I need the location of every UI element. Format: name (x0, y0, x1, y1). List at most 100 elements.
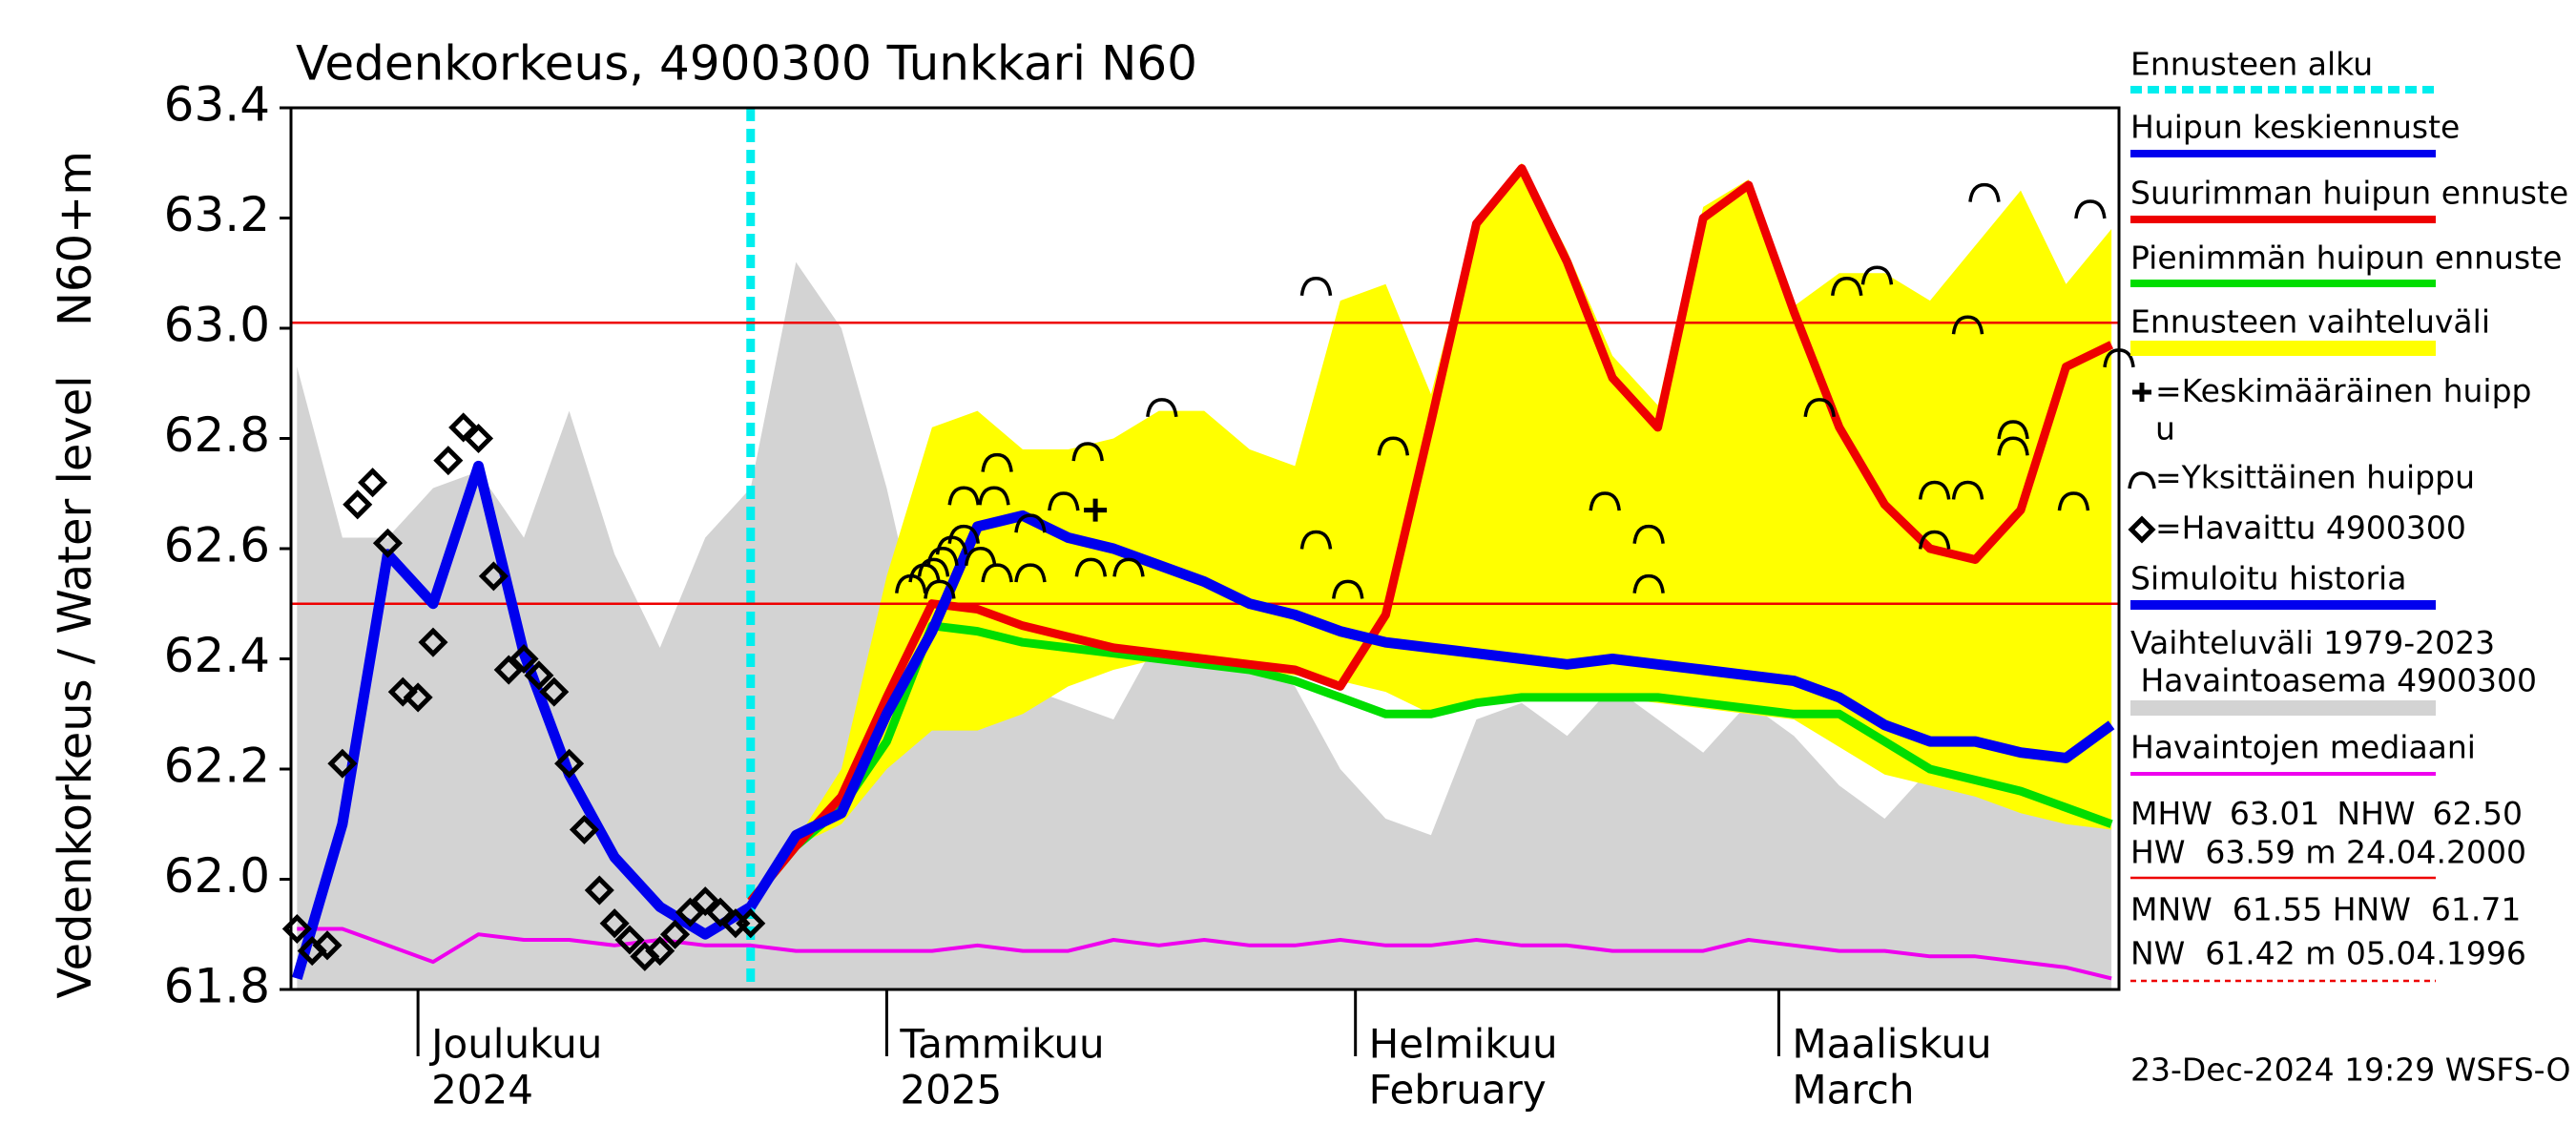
y-tick-label: 63.2 (164, 187, 270, 242)
observed-point (736, 908, 766, 939)
peak-marker (1632, 573, 1665, 593)
legend-label: Pienimmän huipun ennuste (2130, 239, 2562, 277)
x-tick-sublabel: March (1792, 1067, 1914, 1114)
series-line (746, 510, 2115, 910)
peak-marker (1803, 398, 1836, 418)
peak-marker (1632, 524, 1665, 544)
peak-marker (1997, 436, 2029, 456)
peak-marker (2057, 491, 2090, 511)
peak-marker (1918, 530, 1951, 550)
series-line (292, 460, 754, 980)
y-tick-label: 62.4 (164, 628, 270, 683)
peak-marker (924, 579, 956, 599)
peak-marker (1048, 491, 1080, 511)
observed-point (387, 677, 418, 707)
reference-stats: MHW 63.01 NHW 62.50 (2130, 795, 2523, 832)
observed-point (343, 489, 373, 520)
observed-point (327, 748, 358, 779)
y-tick-label: 63.0 (164, 298, 270, 353)
series-line (747, 164, 2114, 905)
observed-point (539, 677, 570, 707)
observed-point (433, 446, 464, 476)
peak-marker (1299, 277, 1333, 297)
stat-line: MNW 61.55 HNW 61.71 (2130, 891, 2521, 928)
legend-label: Ennusteen alku (2130, 46, 2373, 83)
x-tick-sublabel: 2025 (900, 1067, 1002, 1114)
x-tick-label: Tammikuu (899, 1021, 1104, 1068)
stat-part: 63.01 (2230, 795, 2319, 832)
series-line (747, 621, 2113, 905)
peak-marker (1074, 557, 1108, 577)
observed-point (554, 748, 585, 779)
peak-marker (981, 452, 1013, 472)
observed-point (418, 627, 448, 657)
observed-point (478, 561, 509, 592)
peak-marker (947, 486, 980, 506)
peak-marker (1589, 491, 1621, 511)
legend-label: Suurimman huipun ennuste (2130, 175, 2568, 212)
peak-marker (981, 563, 1013, 583)
mean-peak-marker (1084, 498, 1108, 522)
observed-point (584, 875, 614, 906)
peak-marker (1377, 436, 1410, 456)
observed-point (614, 925, 645, 955)
observed-point (690, 886, 720, 917)
peak-marker (964, 547, 997, 567)
peak-marker (2074, 199, 2107, 219)
observed-point (524, 660, 554, 691)
legend-label: =Keskimääräinen huipp u (2155, 372, 2532, 448)
y-axis-unit: N60+m (49, 151, 102, 326)
forecast-range-area (750, 162, 2112, 902)
peak-marker (1014, 563, 1047, 583)
observed-point (705, 897, 736, 927)
peak-marker (917, 557, 950, 577)
y-tick-label: 62.6 (164, 518, 270, 573)
legend-label: =Yksittäinen huippu (2155, 459, 2475, 496)
x-tick-label: Helmikuu (1369, 1021, 1558, 1068)
peak-marker (1951, 480, 1984, 500)
legend-symbol (2128, 471, 2156, 489)
legend-label: Huipun keskiennuste (2130, 109, 2460, 146)
x-tick-label: Maaliskuu (1792, 1021, 1991, 1068)
peak-marker (1146, 398, 1178, 418)
peak-marker (1968, 182, 2001, 202)
observed-point (358, 468, 388, 498)
stat-line: HW 63.59 m 24.04.2000 (2130, 834, 2526, 871)
legend-label: Ennusteen vaihteluväli (2130, 303, 2490, 341)
peak-marker (947, 524, 980, 544)
y-axis-label: Vedenkorkeus / Water level (49, 375, 102, 998)
stat-part: 62.50 (2433, 795, 2523, 832)
peak-marker (1997, 420, 2029, 440)
peak-marker (1918, 480, 1951, 500)
observed-point (372, 528, 403, 558)
legend-label: =Havaittu 4900300 (2155, 510, 2466, 547)
stat-line: NW 61.42 m 05.04.1996 (2130, 935, 2526, 972)
x-tick-label: Joulukuu (428, 1021, 602, 1068)
legend-label: Havaintojen mediaani (2130, 729, 2476, 766)
observed-point (403, 682, 433, 713)
y-tick-label: 62.2 (164, 739, 270, 794)
peak-marker (1831, 277, 1863, 297)
legend-symbol (2132, 383, 2151, 402)
observed-point (645, 936, 675, 967)
x-tick-sublabel: 2024 (431, 1067, 533, 1114)
plot-frame (289, 106, 2121, 991)
peak-marker (1332, 579, 1364, 599)
stat-part: NHW (2337, 795, 2415, 832)
y-tick-label: 61.8 (164, 959, 270, 1014)
observed-point (659, 919, 691, 949)
observed-point (463, 423, 494, 454)
legend-label: Vaihteluväli 1979-2023 Havaintoasema 490… (2130, 624, 2537, 699)
observed-point (281, 913, 312, 945)
peak-marker (1112, 557, 1145, 577)
peak-marker (1299, 530, 1333, 550)
legend-label: Simuloitu historia (2130, 560, 2406, 597)
footer: 23-Dec-2024 19:29 WSFS-O (2130, 1051, 2570, 1089)
observed-point (448, 412, 479, 443)
peak-marker (926, 547, 959, 567)
x-tick-sublabel: February (1369, 1067, 1547, 1114)
legend-symbol (2128, 515, 2156, 544)
peak-marker (978, 486, 1010, 506)
observed-point (312, 930, 343, 961)
